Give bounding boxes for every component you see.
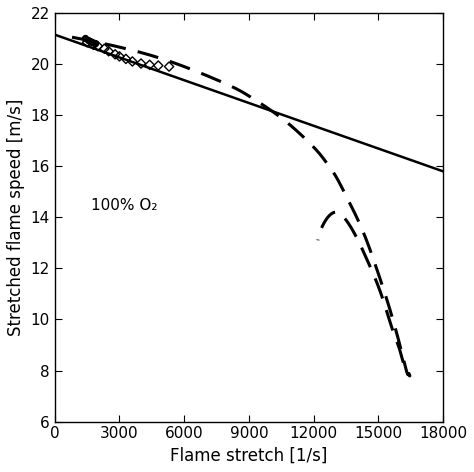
Point — [128, 58, 136, 65]
Point — [91, 39, 99, 47]
Point — [94, 42, 101, 50]
Point — [89, 38, 96, 46]
Text: 100% O₂: 100% O₂ — [91, 198, 158, 212]
Point — [105, 48, 112, 55]
Point — [165, 63, 173, 70]
X-axis label: Flame stretch [1/s]: Flame stretch [1/s] — [170, 447, 328, 465]
Point — [146, 61, 154, 68]
Point — [90, 41, 97, 49]
Point — [111, 51, 119, 58]
Point — [81, 35, 89, 42]
Point — [83, 39, 91, 46]
Point — [137, 60, 145, 67]
Point — [87, 37, 94, 45]
Point — [116, 52, 123, 60]
Point — [84, 36, 92, 43]
Point — [122, 55, 130, 63]
Y-axis label: Stretched flame speed [m/s]: Stretched flame speed [m/s] — [7, 99, 25, 336]
Point — [100, 45, 108, 52]
Point — [155, 62, 162, 69]
